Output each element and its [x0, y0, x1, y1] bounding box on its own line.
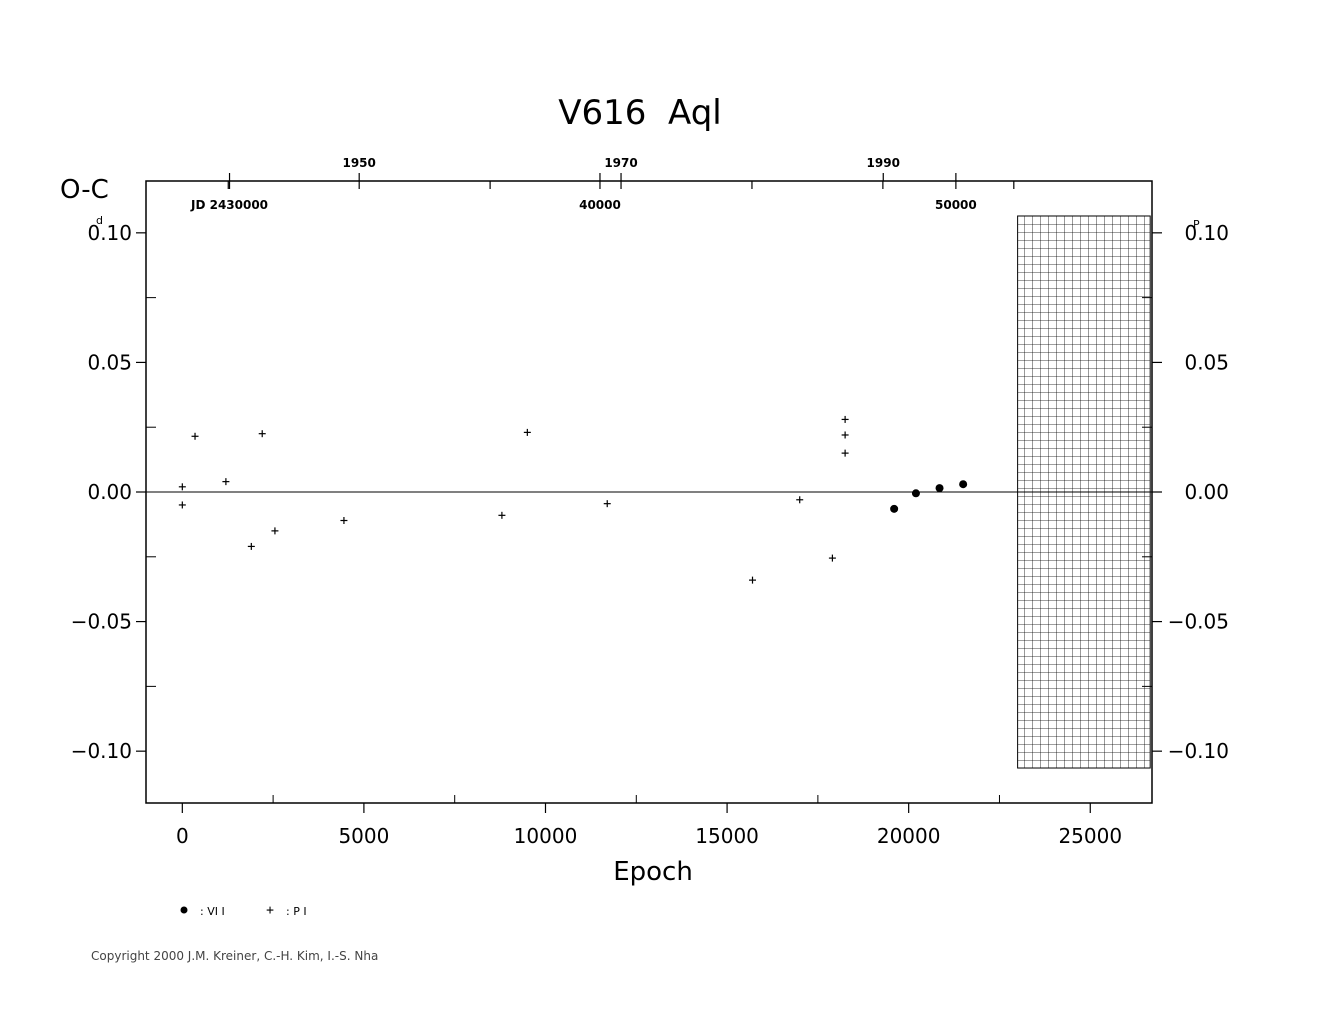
- y-unit-left: d: [96, 214, 103, 227]
- legend-dot-icon: [180, 906, 188, 914]
- axis-ticks: 0 5000 10000 15000 20000 25000 0.10 0.10 0.05 0.0…: [71, 156, 1229, 848]
- y-tick-label-left: 0.10: [87, 221, 132, 245]
- y-tick-label-left: −0.10: [71, 739, 132, 763]
- copyright-note: Copyright 2000 J.M. Kreiner, C.-H. Kim, …: [91, 949, 379, 963]
- x-axis-label: Epoch: [613, 857, 693, 887]
- y-axis-label: O-C: [60, 175, 109, 205]
- x-tick-label: 15000: [695, 824, 759, 848]
- data-point-pi: [191, 432, 199, 440]
- jd-label: 40000: [579, 198, 621, 212]
- x-tick-label: 20000: [877, 824, 941, 848]
- legend-label-pi: : P I: [286, 905, 307, 918]
- data-point-pi: [523, 428, 531, 436]
- x-tick-label: 0: [176, 824, 189, 848]
- y-tick-label-left: −0.05: [71, 610, 132, 634]
- y-tick-label-left: 0.00: [87, 480, 132, 504]
- x-tick-label: 10000: [514, 824, 578, 848]
- y-unit-right: P: [1193, 218, 1200, 231]
- data-point-pi: [796, 496, 804, 504]
- data-point-pi: [340, 517, 348, 525]
- x-tick-label: 5000: [338, 824, 389, 848]
- data-point-pi: [271, 527, 279, 535]
- jd-label: 50000: [935, 198, 977, 212]
- data-point-pi: [222, 478, 230, 486]
- x-tick-label: 25000: [1058, 824, 1122, 848]
- chart-title: V616 Aql: [558, 93, 721, 133]
- y-tick-label-right: −0.10: [1168, 739, 1229, 763]
- data-point-vi: [890, 504, 899, 513]
- data-point-pi: [749, 576, 757, 584]
- data-point-vi: [911, 489, 920, 498]
- data-point-pi: [258, 430, 266, 438]
- y-tick-label-right: 0.10: [1184, 221, 1229, 245]
- data-point-pi: [841, 449, 849, 457]
- data-point-pi: [841, 431, 849, 439]
- data-point-pi: [841, 415, 849, 423]
- data-point-pi: [178, 501, 186, 509]
- legend-label-vi: : VI I: [200, 905, 225, 918]
- data-point-pi: [603, 500, 611, 508]
- data-point-pi: [178, 483, 186, 491]
- top-year-label: 1990: [867, 156, 900, 170]
- data-point-pi: [498, 511, 506, 519]
- data-point-pi: [247, 542, 255, 550]
- y-tick-label-left: 0.05: [87, 350, 132, 374]
- legend-plus-icon: +: [266, 903, 274, 918]
- y-tick-label-right: 0.00: [1184, 480, 1229, 504]
- y-tick-label-right: −0.05: [1168, 610, 1229, 634]
- data-marks: [178, 415, 968, 584]
- data-point-vi: [959, 480, 968, 489]
- top-year-label: 1950: [342, 156, 375, 170]
- jd-label: JD 2430000: [190, 198, 268, 212]
- data-point-pi: [828, 554, 836, 562]
- data-point-vi: [935, 484, 944, 493]
- y-tick-label-right: 0.05: [1184, 350, 1229, 374]
- top-year-label: 1970: [604, 156, 637, 170]
- legend: : VI I + : P I: [180, 903, 307, 918]
